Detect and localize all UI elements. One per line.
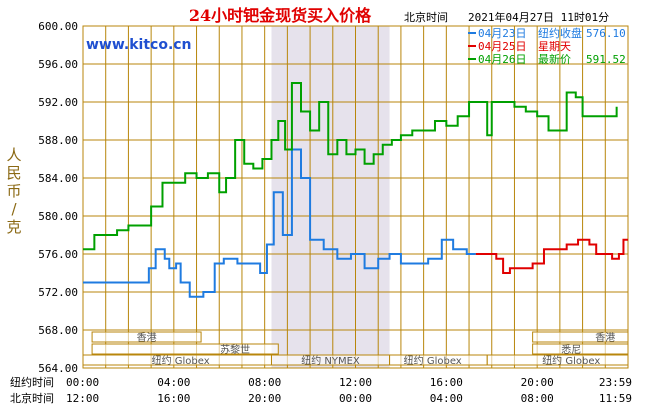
y-tick-label: 600.00	[38, 20, 78, 33]
nymex-session-shade	[271, 26, 390, 368]
watermark-text: www.kitco.cn	[86, 37, 192, 53]
grid	[82, 25, 629, 369]
y-tick-label: 564.00	[38, 362, 78, 375]
x-tick-label-row1: 08:00	[248, 376, 281, 389]
x-tick-label-row2: 20:00	[248, 392, 281, 405]
legend-value: 591.52	[586, 53, 626, 66]
legend-date: 04月25日	[478, 40, 527, 53]
y-tick-label: 592.00	[38, 96, 78, 109]
x-tick-label-row1: 12:00	[339, 376, 372, 389]
y-axis-label-char: 克	[6, 218, 21, 236]
x-tick-label-row1: 04:00	[157, 376, 190, 389]
market-bar-label: 香港	[595, 332, 615, 344]
y-axis-label: 人民币/克	[6, 146, 21, 236]
legend: 04月23日 纽约收盘 576.10 04月25日 星期天 04月26日 最新价 591.52	[468, 26, 626, 66]
y-tick-label: 580.00	[38, 210, 78, 223]
y-axis-label-char: 币	[6, 182, 21, 200]
series-line	[83, 82, 618, 251]
x-tick-label-row2: 16:00	[157, 392, 190, 405]
x-tick-label-row1: 16:00	[430, 376, 463, 389]
legend-label: 纽约收盘	[538, 26, 582, 40]
plot-border	[82, 25, 629, 369]
x-axis-ticks: 00:00 04:00 08:00 12:00 16:00 20:00 23:59 12:00…	[66, 376, 632, 405]
legend-value: 576.10	[586, 27, 626, 40]
price-series	[83, 82, 628, 298]
y-tick-label: 584.00	[38, 172, 78, 185]
market-bar-label: 纽约 Globex	[152, 354, 210, 367]
market-bar-label: 纽约 NYMEX	[301, 354, 360, 367]
market-bar-label: 苏黎世	[220, 343, 250, 356]
market-bar	[486, 354, 629, 366]
header-datetime: 2021年04月27日 11时01分	[468, 10, 609, 24]
y-tick-label: 576.00	[38, 248, 78, 261]
series-line	[83, 148, 476, 298]
x-tick-label-row1: 20:00	[521, 376, 554, 389]
chart-title: 24小时钯金现货买入价格	[189, 6, 372, 25]
x-tick-label-row1: 23:59	[599, 376, 632, 389]
y-tick-label: 568.00	[38, 324, 78, 337]
x-row2-label: 北京时间	[10, 391, 54, 405]
legend-date: 04月23日	[478, 27, 527, 40]
y-tick-label: 572.00	[38, 286, 78, 299]
market-bar-label: 香港	[137, 332, 157, 344]
series-line	[475, 238, 628, 274]
timezone-label: 北京时间	[404, 10, 448, 24]
x-tick-label-row2: 00:00	[339, 392, 372, 405]
x-tick-label-row2: 11:59	[599, 392, 632, 405]
y-axis-ticks: 564.00 568.00 572.00 576.00 580.00 584.00 588.…	[38, 20, 78, 375]
market-bar-label: 纽约 Globex	[542, 354, 600, 367]
y-axis-label-char: 人	[6, 146, 21, 164]
x-tick-label-row2: 08:00	[521, 392, 554, 405]
x-tick-label-row2: 12:00	[66, 392, 99, 405]
market-bar-label: 纽约 Globex	[404, 354, 462, 367]
legend-label: 星期天	[538, 40, 571, 53]
legend-label: 最新价	[538, 52, 571, 66]
y-tick-label: 588.00	[38, 134, 78, 147]
x-row1-label: 纽约时间	[10, 375, 54, 389]
market-bar	[532, 331, 629, 343]
x-tick-label-row2: 04:00	[430, 392, 463, 405]
y-axis-label-char: 民	[6, 164, 21, 182]
market-bar-label: 悉尼	[561, 344, 581, 356]
y-axis-label-char: /	[11, 200, 17, 218]
market-bar	[91, 343, 279, 355]
market-bar	[532, 343, 629, 355]
market-bar	[91, 331, 202, 343]
y-tick-label: 596.00	[38, 58, 78, 71]
x-tick-label-row1: 00:00	[66, 376, 99, 389]
legend-date: 04月26日	[478, 53, 527, 66]
